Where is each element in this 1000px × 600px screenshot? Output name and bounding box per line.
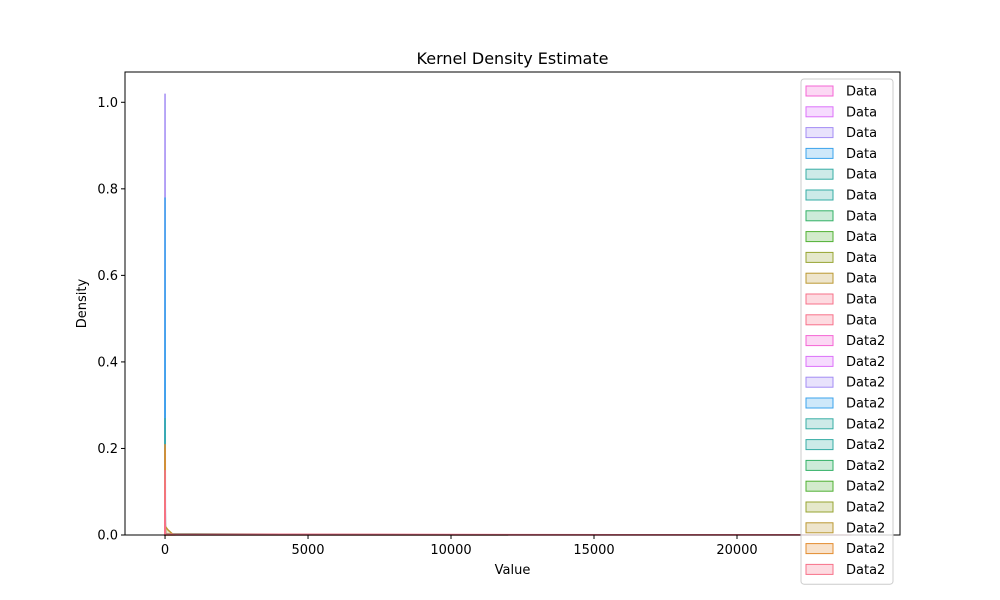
legend-label: Data	[846, 251, 877, 266]
x-tick-label: 5000	[291, 543, 324, 558]
legend-label: Data2	[846, 501, 885, 516]
y-tick-label: 0.2	[97, 442, 118, 457]
legend-label: Data	[846, 272, 877, 287]
legend-label: Data2	[846, 417, 885, 432]
legend-swatch	[805, 147, 834, 159]
legend-swatch	[805, 168, 834, 180]
legend-label: Data2	[846, 397, 885, 412]
legend-swatch	[805, 127, 834, 139]
legend-swatch	[805, 85, 834, 97]
y-tick-label: 0.4	[97, 355, 118, 370]
legend: Data Data Data Data Data Data Data Data Data Data…	[800, 78, 894, 585]
x-tick-label: 15000	[573, 543, 614, 558]
legend-swatch	[805, 355, 834, 367]
legend-label: Data2	[846, 355, 885, 370]
legend-label: Data	[846, 313, 877, 328]
x-tick-label: 20000	[716, 543, 757, 558]
legend-swatch	[805, 480, 834, 492]
x-tick-label: 10000	[430, 543, 471, 558]
legend-label: Data	[846, 209, 877, 224]
legend-swatch	[805, 501, 834, 513]
y-tick-label: 0.8	[97, 182, 118, 197]
legend-swatch	[805, 189, 834, 201]
legend-swatch	[805, 293, 834, 305]
x-axis-ticks: 0 5000 10000 15000 20000	[161, 535, 758, 558]
y-tick-label: 1.0	[97, 96, 118, 111]
legend-swatch	[805, 251, 834, 263]
legend-swatch	[805, 231, 834, 243]
legend-label: Data2	[846, 563, 885, 578]
legend-swatch	[805, 418, 834, 430]
legend-label: Data	[846, 147, 877, 162]
legend-label: Data	[846, 189, 877, 204]
density-area-24	[163, 470, 852, 536]
density-area-22	[163, 448, 176, 536]
legend-swatch	[805, 543, 834, 555]
legend-label: Data	[846, 85, 877, 100]
legend-swatch	[805, 376, 834, 388]
chart-title: Kernel Density Estimate	[417, 49, 609, 68]
legend-label: Data2	[846, 438, 885, 453]
legend-swatch	[805, 439, 834, 451]
legend-label: Data2	[846, 480, 885, 495]
legend-label: Data2	[846, 334, 885, 349]
y-tick-label: 0.6	[97, 269, 118, 284]
legend-label: Data2	[846, 542, 885, 557]
legend-swatch	[805, 563, 834, 575]
legend-label: Data2	[846, 521, 885, 536]
x-tick-label: 0	[161, 543, 169, 558]
y-tick-label: 0.0	[97, 529, 118, 544]
legend-swatch	[805, 106, 834, 118]
legend-label: Data	[846, 293, 877, 308]
legend-swatch	[805, 459, 834, 471]
x-axis-label: Value	[495, 563, 531, 578]
y-axis-ticks: 0.0 0.2 0.4 0.6 0.8 1.0	[97, 96, 125, 544]
y-axis-label: Density	[75, 278, 90, 328]
legend-label: Data	[846, 105, 877, 120]
legend-box	[800, 78, 894, 585]
legend-swatch	[805, 272, 834, 284]
legend-label: Data	[846, 230, 877, 245]
legend-swatch	[805, 314, 834, 326]
legend-swatch	[805, 335, 834, 347]
legend-label: Data2	[846, 459, 885, 474]
legend-label: Data	[846, 126, 877, 141]
plot-frame	[124, 71, 901, 536]
legend-swatch	[805, 522, 834, 534]
density-area-7	[163, 491, 509, 536]
legend-swatch	[805, 397, 834, 409]
legend-label: Data	[846, 168, 877, 183]
density-areas	[163, 93, 852, 536]
legend-label: Data2	[846, 376, 885, 391]
axes	[124, 71, 901, 536]
legend-swatch	[805, 210, 834, 222]
